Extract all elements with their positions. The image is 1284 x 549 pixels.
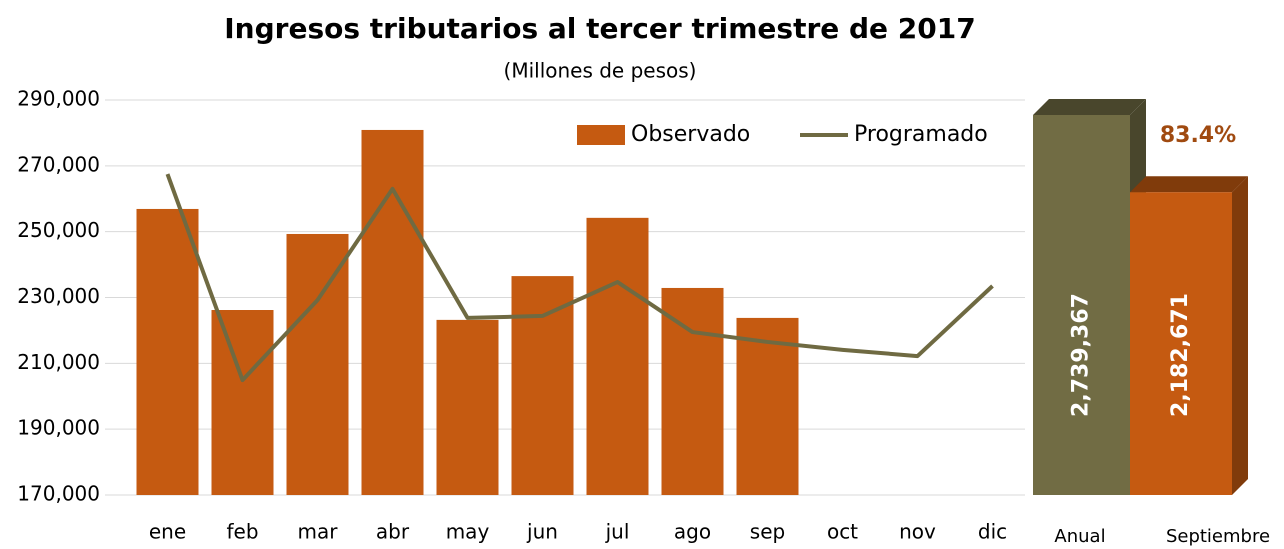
bar <box>1130 192 1232 495</box>
x-tick-label: nov <box>899 520 936 544</box>
x-tick-label: ene <box>149 520 186 544</box>
value-label: 2,182,671 <box>1168 293 1193 417</box>
bar <box>136 208 199 495</box>
y-tick-label: 190,000 <box>17 416 100 440</box>
bar-top <box>1130 176 1248 193</box>
chart-subtitle: (Millones de pesos) <box>504 59 697 83</box>
bar <box>511 276 574 495</box>
bar <box>661 287 724 495</box>
legend-swatch <box>577 125 625 145</box>
value-label: 2,739,367 <box>1069 293 1094 417</box>
bar <box>1033 115 1130 495</box>
bar-side <box>1232 176 1248 495</box>
bar <box>586 217 649 495</box>
x-tick-label: ago <box>674 520 711 544</box>
bar <box>286 233 349 496</box>
bar <box>211 310 274 495</box>
y-tick-label: 230,000 <box>17 284 100 308</box>
x-tick-label: mar <box>298 520 339 544</box>
legend-label: Observado <box>631 122 750 147</box>
bar <box>361 129 424 495</box>
x-tick-label: Anual <box>1054 526 1105 547</box>
y-tick-label: 170,000 <box>17 482 100 506</box>
x-tick-label: jul <box>605 520 630 544</box>
line-series <box>165 173 994 383</box>
legend-label: Programado <box>854 122 988 147</box>
x-tick-label: oct <box>827 520 858 544</box>
bar <box>736 317 799 495</box>
x-tick-label: feb <box>226 520 258 544</box>
x-tick-label: jun <box>526 520 558 544</box>
annotation: 83.4% <box>1160 123 1236 148</box>
x-tick-label: abr <box>376 520 410 544</box>
y-tick-label: 210,000 <box>17 350 100 374</box>
bar <box>436 319 499 495</box>
bar-top <box>1033 99 1146 115</box>
x-tick-label: Septiembre <box>1166 526 1270 547</box>
x-tick-label: may <box>446 520 490 544</box>
x-tick-label: dic <box>978 520 1007 544</box>
y-tick-label: 270,000 <box>17 152 100 176</box>
x-tick-label: sep <box>750 520 785 544</box>
chart-title: Ingresos tributarios al tercer trimestre… <box>224 12 975 45</box>
y-tick-label: 250,000 <box>17 218 100 242</box>
y-tick-label: 290,000 <box>17 87 100 111</box>
